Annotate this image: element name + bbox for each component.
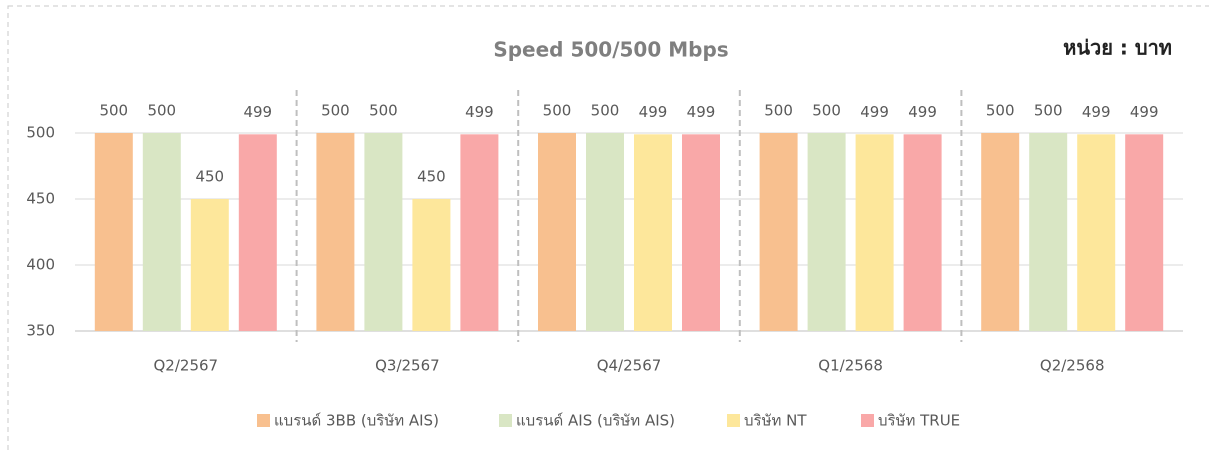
- bar: [142, 133, 181, 331]
- bar: [190, 199, 229, 331]
- legend-label: บริษัท TRUE: [878, 412, 960, 430]
- legend-label: แบรนด์ AIS (บริษัท AIS): [516, 412, 675, 430]
- y-tick-label: 350: [26, 322, 55, 340]
- data-label: 500: [321, 102, 350, 120]
- legend-label: บริษัท NT: [744, 412, 807, 430]
- data-label: 450: [417, 168, 446, 186]
- bar: [538, 133, 576, 331]
- bar: [586, 133, 624, 331]
- data-label: 500: [764, 102, 793, 120]
- x-tick-label: Q1/2568: [818, 357, 883, 375]
- data-label: 499: [1130, 103, 1159, 121]
- bar: [316, 133, 355, 331]
- data-label: 500: [543, 102, 572, 120]
- x-tick-label: Q2/2567: [154, 357, 219, 375]
- bar: [634, 134, 672, 331]
- x-tick-label: Q4/2567: [597, 357, 662, 375]
- data-label: 500: [147, 102, 176, 120]
- bar: [94, 133, 133, 331]
- data-label: 500: [591, 102, 620, 120]
- y-tick-label: 400: [26, 256, 55, 274]
- data-label: 499: [860, 103, 889, 121]
- data-label: 499: [908, 103, 937, 121]
- unit-label: หน่วย : บาท: [1063, 36, 1172, 60]
- x-tick-label: Q3/2567: [375, 357, 440, 375]
- legend-swatch: [499, 414, 512, 427]
- data-label: 499: [243, 103, 272, 121]
- x-tick-label: Q2/2568: [1040, 357, 1105, 375]
- bar: [682, 134, 720, 331]
- y-tick-label: 500: [26, 124, 55, 142]
- y-tick-label: 450: [26, 190, 55, 208]
- data-label: 500: [99, 102, 128, 120]
- bar: [1125, 134, 1164, 331]
- bar: [1077, 134, 1116, 331]
- data-label: 499: [687, 103, 716, 121]
- bar: [364, 133, 403, 331]
- data-label: 450: [195, 168, 224, 186]
- bar: [903, 134, 942, 331]
- bar: [807, 133, 846, 331]
- data-label: 499: [639, 103, 668, 121]
- legend-swatch: [727, 414, 740, 427]
- data-label: 500: [986, 102, 1015, 120]
- bar: [412, 199, 451, 331]
- legend-swatch: [861, 414, 874, 427]
- data-label: 500: [812, 102, 841, 120]
- data-label: 500: [369, 102, 398, 120]
- data-label: 500: [1034, 102, 1063, 120]
- legend-swatch: [257, 414, 270, 427]
- bar: [460, 134, 499, 331]
- bar: [238, 134, 277, 331]
- bar: [855, 134, 894, 331]
- data-label: 499: [465, 103, 494, 121]
- bar: [759, 133, 798, 331]
- legend-label: แบรนด์ 3BB (บริษัท AIS): [274, 412, 439, 430]
- chart-title: Speed 500/500 Mbps: [493, 38, 728, 62]
- bar: [981, 133, 1020, 331]
- data-label: 499: [1082, 103, 1111, 121]
- bar: [1029, 133, 1068, 331]
